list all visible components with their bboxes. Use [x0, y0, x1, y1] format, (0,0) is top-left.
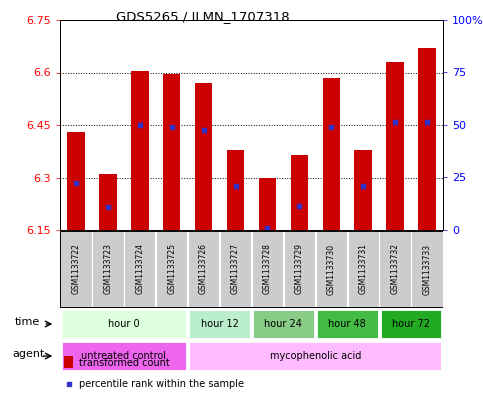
Bar [163, 74, 181, 230]
Bar [252, 231, 283, 307]
Bar [412, 231, 443, 307]
Text: GSM1133728: GSM1133728 [263, 244, 272, 294]
Text: GDS5265 / ILMN_1707318: GDS5265 / ILMN_1707318 [116, 10, 290, 23]
Bar [67, 132, 85, 230]
Text: GSM1133729: GSM1133729 [295, 244, 304, 294]
Text: GSM1133723: GSM1133723 [103, 244, 113, 294]
Text: mycophenolic acid: mycophenolic acid [270, 351, 361, 361]
Text: GSM1133730: GSM1133730 [327, 243, 336, 295]
Bar [259, 178, 276, 230]
Bar [227, 149, 244, 230]
Bar [189, 342, 441, 370]
Bar [323, 78, 340, 230]
Bar [64, 356, 73, 368]
Bar [220, 231, 251, 307]
Text: time: time [15, 318, 40, 327]
Bar [92, 231, 124, 307]
Bar [60, 231, 92, 307]
Text: hour 24: hour 24 [265, 319, 302, 329]
Bar [317, 310, 378, 338]
Bar [418, 48, 436, 230]
Text: GSM1133726: GSM1133726 [199, 244, 208, 294]
Bar [131, 71, 149, 230]
Bar [386, 62, 404, 230]
Bar [355, 149, 372, 230]
Text: hour 48: hour 48 [328, 319, 366, 329]
Bar [188, 231, 219, 307]
Bar [253, 310, 314, 338]
Text: GSM1133724: GSM1133724 [135, 244, 144, 294]
Bar [380, 231, 411, 307]
Text: GSM1133725: GSM1133725 [167, 244, 176, 294]
Bar [62, 310, 186, 338]
Text: hour 12: hour 12 [200, 319, 239, 329]
Text: transformed count: transformed count [79, 358, 170, 368]
Text: untreated control: untreated control [81, 351, 166, 361]
Bar [189, 310, 250, 338]
Text: hour 0: hour 0 [108, 319, 140, 329]
Bar [156, 231, 187, 307]
Text: hour 72: hour 72 [392, 319, 430, 329]
Text: GSM1133722: GSM1133722 [71, 244, 81, 294]
Bar [284, 231, 315, 307]
Bar [381, 310, 441, 338]
Bar [316, 231, 347, 307]
Text: GSM1133727: GSM1133727 [231, 244, 240, 294]
Bar [124, 231, 156, 307]
Text: GSM1133732: GSM1133732 [391, 244, 399, 294]
Text: GSM1133733: GSM1133733 [423, 243, 431, 295]
Bar [195, 83, 213, 230]
Text: agent: agent [12, 349, 44, 360]
Text: GSM1133731: GSM1133731 [359, 244, 368, 294]
Bar [99, 174, 117, 230]
Bar [348, 231, 379, 307]
Text: percentile rank within the sample: percentile rank within the sample [79, 379, 244, 389]
Bar [291, 155, 308, 230]
Bar [62, 342, 186, 370]
